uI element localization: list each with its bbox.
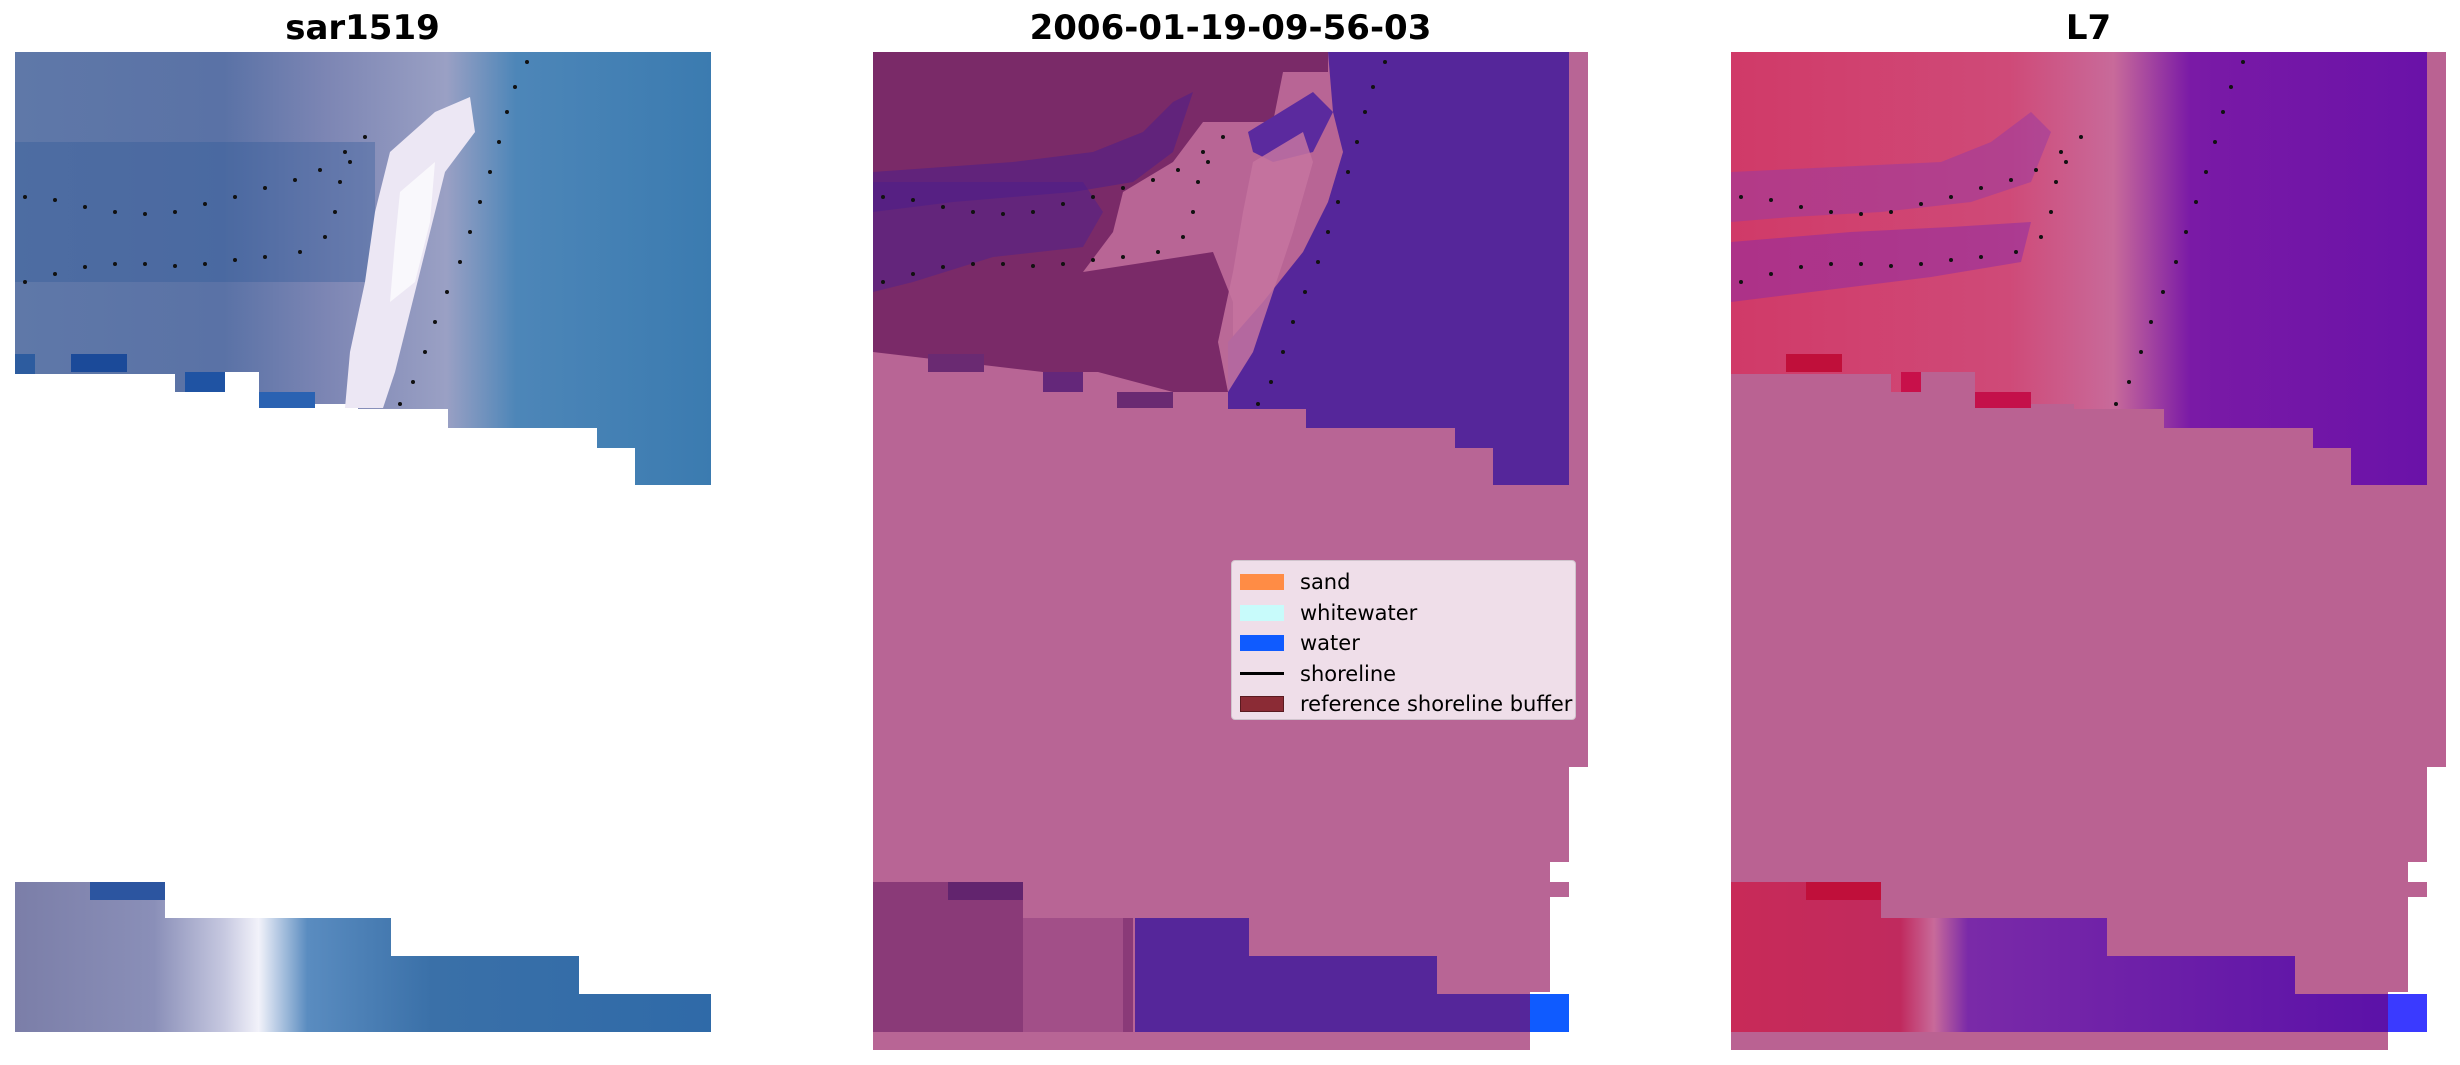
legend-label-sand: sand [1300, 570, 1351, 595]
classified-water-bottom [1135, 918, 1550, 1032]
legend-label-whitewater: whitewater [1300, 600, 1418, 625]
l7-image [1731, 52, 2446, 1050]
legend: sand whitewater water shoreline referenc… [1231, 560, 1576, 720]
panel-title-classified: 2006-01-19-09-56-03 [1029, 8, 1432, 48]
legend-swatch-whitewater [1240, 604, 1284, 621]
classified-image [873, 52, 1588, 1050]
classified-shoreline [881, 60, 1387, 406]
rgb-image [15, 52, 711, 1032]
panel-title-rgb: sar1519 [285, 8, 440, 48]
legend-item-buffer: reference shoreline buffer [1240, 689, 1575, 720]
rgb-image-panel [15, 52, 711, 1032]
classified-water-pixel [1530, 994, 1569, 1032]
legend-item-sand: sand [1240, 567, 1575, 598]
rgb-coastal-area [15, 52, 711, 485]
l7-coastal-area [1731, 52, 2427, 485]
panel-title-l7: L7 [2065, 8, 2112, 48]
legend-swatch-buffer [1240, 696, 1284, 713]
legend-swatch-sand [1240, 574, 1284, 591]
classified-buffer-top [873, 52, 1328, 392]
legend-label-shoreline: shoreline [1300, 661, 1397, 686]
rgb-bottom-strip [15, 882, 711, 1032]
legend-swatch-water [1240, 635, 1284, 652]
rgb-shoreline [23, 60, 529, 406]
classified-image-panel [873, 52, 1589, 1052]
legend-label-buffer: reference shoreline buffer [1300, 692, 1573, 717]
legend-swatch-shoreline [1240, 672, 1284, 676]
legend-item-whitewater: whitewater [1240, 598, 1575, 629]
classified-water-region [1228, 52, 1569, 485]
l7-shoreline [1739, 60, 2245, 406]
legend-item-water: water [1240, 628, 1575, 659]
l7-water-pixel [2388, 994, 2427, 1032]
l7-bottom-strip [1731, 882, 2408, 1032]
l7-image-panel [1731, 52, 2447, 1052]
legend-label-water: water [1300, 631, 1360, 656]
legend-item-shoreline: shoreline [1240, 659, 1575, 690]
